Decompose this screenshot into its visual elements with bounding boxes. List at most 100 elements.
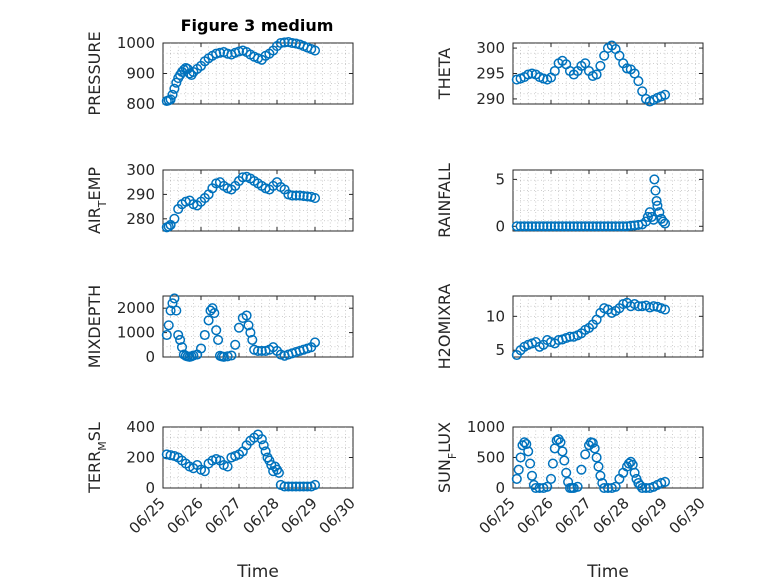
data-point <box>633 301 644 312</box>
data-point <box>530 221 541 232</box>
data-point <box>287 190 298 201</box>
data-point <box>597 478 608 489</box>
data-point <box>218 351 229 362</box>
y-tick-label: 500 <box>476 449 505 467</box>
x-tick-label: 06/29 <box>278 494 321 537</box>
data-point <box>294 481 305 492</box>
y-tick-label: 1000 <box>117 324 155 342</box>
figure-title: Figure 3 medium <box>181 16 334 35</box>
data-point <box>547 458 558 469</box>
data-point <box>572 221 583 232</box>
data-point <box>214 47 226 58</box>
data-point <box>549 65 560 77</box>
data-point <box>222 48 233 59</box>
data-point <box>283 37 294 48</box>
data-point <box>649 174 660 185</box>
x-tick-label: 06/28 <box>590 494 633 537</box>
data-point <box>241 310 252 321</box>
axes-mixdepth: 0 1000 2000 MIXDEPTH <box>85 285 354 368</box>
data-point <box>513 464 524 475</box>
data-point <box>302 481 313 492</box>
data-point <box>545 473 557 484</box>
data-point <box>275 37 286 49</box>
data-point <box>165 305 176 316</box>
data-point <box>519 437 530 448</box>
data-point <box>629 467 640 478</box>
data-point <box>534 221 545 232</box>
x-axis-label: Time <box>236 562 279 582</box>
y-axis-label-main: H2OMIXRA <box>435 284 454 370</box>
data-point <box>610 221 621 232</box>
data-point <box>165 94 176 105</box>
x-tick-label: 06/27 <box>202 494 245 537</box>
y-axis-label-main: RAINFALL <box>435 163 454 238</box>
data-point <box>659 89 671 100</box>
data-point <box>625 220 636 231</box>
x-tick-label: 06/26 <box>164 494 207 537</box>
data-point <box>572 481 583 492</box>
data-point <box>646 211 657 222</box>
x-tick-label: 06/28 <box>240 494 283 537</box>
data-point <box>195 343 207 354</box>
data-point <box>659 218 671 229</box>
data-point <box>163 320 174 331</box>
data-point <box>233 46 245 57</box>
data-point <box>199 329 210 341</box>
data-point <box>309 337 321 348</box>
y-tick-label: 1000 <box>117 34 155 52</box>
y-axis-label-main: AIR <box>85 207 104 234</box>
data-point <box>602 482 614 494</box>
x-tick-label: 06/25 <box>476 494 519 537</box>
y-tick-label: 0 <box>495 479 505 497</box>
x-tick-label: 06/25 <box>126 494 169 537</box>
x-axis-label: Time <box>586 562 629 582</box>
data-point <box>525 458 536 469</box>
data-point <box>637 301 648 312</box>
y-tick-label: 0 <box>495 217 505 235</box>
data-point <box>549 221 560 232</box>
data-point <box>618 221 629 232</box>
data-point <box>511 221 522 232</box>
y-tick-label: 800 <box>126 95 155 113</box>
y-axis-label-main: PRESSURE <box>85 31 104 115</box>
y-axis-label-sub: F <box>446 453 459 459</box>
data-point <box>633 76 644 87</box>
data-point <box>260 446 271 457</box>
data-point <box>176 342 188 353</box>
y-axis-label-main: MIXDEPTH <box>85 285 104 368</box>
data-point <box>538 221 549 232</box>
y-axis-label: RAINFALL <box>435 163 454 238</box>
data-point <box>526 470 538 481</box>
y-axis-label-sub: T <box>96 200 109 208</box>
data-point <box>290 190 302 201</box>
data-point <box>557 221 568 232</box>
data-point <box>230 339 241 350</box>
data-point <box>515 221 526 232</box>
data-point <box>595 221 606 232</box>
y-axis-label: AIRTEMP <box>85 167 109 234</box>
data-point <box>610 481 621 492</box>
data-point <box>256 434 267 445</box>
data-point <box>564 331 576 342</box>
y-tick-label: 300 <box>476 39 505 57</box>
data-point <box>283 481 294 492</box>
y-tick-label: 290 <box>126 185 155 203</box>
y-axis-label: H2OMIXRA <box>435 284 454 370</box>
y-tick-label: 5 <box>495 170 505 188</box>
data-point <box>237 172 248 183</box>
data-point <box>279 481 290 492</box>
data-point <box>247 334 258 345</box>
data-point <box>648 214 659 225</box>
y-tick-label: 0 <box>145 348 155 366</box>
data-point <box>226 350 237 361</box>
data-point <box>545 221 557 232</box>
data-point <box>175 334 186 345</box>
data-point <box>606 221 617 232</box>
y-tick-label: 1000 <box>467 418 505 436</box>
data-point <box>587 437 598 448</box>
data-point <box>526 221 538 232</box>
data-point <box>161 449 172 460</box>
data-point <box>580 449 591 460</box>
